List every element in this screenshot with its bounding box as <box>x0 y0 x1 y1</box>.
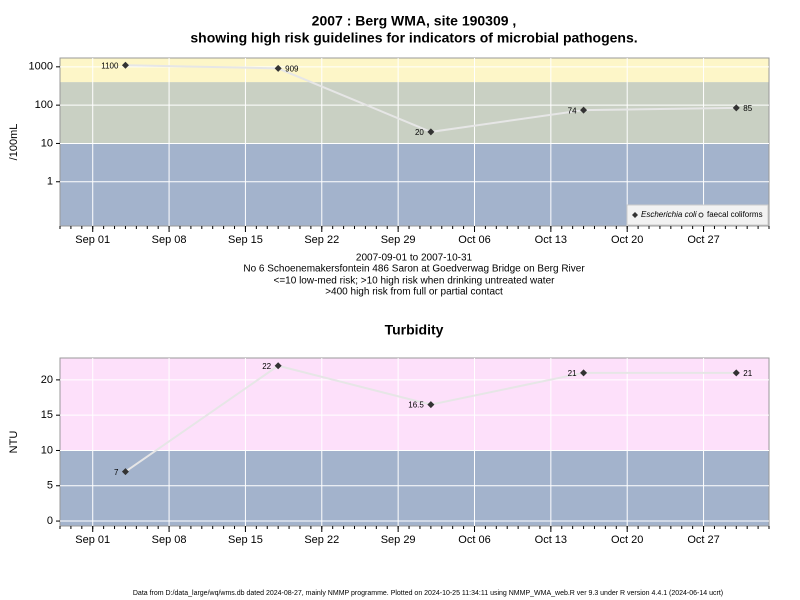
x-tick-label: Oct 27 <box>687 234 719 246</box>
x-tick-label: Oct 06 <box>458 534 490 546</box>
data-point <box>274 64 282 72</box>
x-tick-label: Oct 06 <box>458 234 490 246</box>
y-tick-label: 0 <box>47 515 53 527</box>
data-point <box>121 61 129 69</box>
y-tick-label: 100 <box>35 99 53 111</box>
x-tick-label: Sep 01 <box>75 234 110 246</box>
x-tick-label: Sep 08 <box>152 234 187 246</box>
x-tick-label: Sep 08 <box>152 534 187 546</box>
data-label: 21 <box>568 369 577 378</box>
legend-label: Escherichia coli <box>641 210 697 219</box>
data-label: 7 <box>114 468 119 477</box>
data-label: 20 <box>415 128 424 137</box>
y-axis-label: NTU <box>8 431 20 454</box>
data-label: 22 <box>262 362 271 371</box>
plot-frame <box>59 57 770 227</box>
x-tick-label: Sep 15 <box>228 234 263 246</box>
x-tick-label: Sep 29 <box>381 534 416 546</box>
y-tick-label: 10 <box>41 137 53 149</box>
y-tick-label: 10 <box>41 444 53 456</box>
chart-title: Turbidity <box>385 322 444 338</box>
subtitle: <=10 low-med risk; >10 high risk when dr… <box>274 276 556 287</box>
y-axis-label: /100mL <box>8 124 20 161</box>
legend-marker <box>632 212 638 218</box>
data-point <box>732 369 740 377</box>
footer: Data from D:/data_large/wq/wms.db dated … <box>133 590 723 597</box>
y-tick-label: 15 <box>41 409 53 421</box>
data-label: 85 <box>743 104 752 113</box>
risk-band <box>60 82 769 144</box>
x-tick-label: Sep 01 <box>75 534 110 546</box>
x-tick-label: Oct 20 <box>611 534 643 546</box>
data-point <box>427 401 435 409</box>
data-point <box>427 128 435 136</box>
data-label: 1100 <box>101 61 119 70</box>
data-point <box>732 104 740 112</box>
data-label: 21 <box>743 369 752 378</box>
risk-band <box>60 450 769 526</box>
x-tick-label: Sep 29 <box>381 234 416 246</box>
data-point <box>580 106 588 114</box>
data-point <box>121 468 129 476</box>
data-label: 909 <box>285 65 299 74</box>
x-tick-label: Oct 13 <box>535 234 567 246</box>
y-tick-label: 1000 <box>29 61 53 73</box>
data-point <box>274 362 282 370</box>
y-tick-label: 1 <box>47 176 53 188</box>
chart-title: 2007 : Berg WMA, site 190309 , <box>312 13 517 29</box>
subtitle: No 6 Schoenemakersfontein 486 Saron at G… <box>243 264 585 275</box>
plot-frame <box>59 357 770 527</box>
legend-box <box>626 204 769 226</box>
data-label: 74 <box>568 106 577 115</box>
x-tick-label: Oct 13 <box>535 534 567 546</box>
risk-band <box>60 58 769 83</box>
legend-marker <box>698 212 704 218</box>
x-tick-label: Sep 22 <box>304 534 339 546</box>
data-label: 16.5 <box>408 401 424 410</box>
y-tick-label: 5 <box>47 480 53 492</box>
chart-title: showing high risk guidelines for indicat… <box>190 30 637 46</box>
subtitle: >400 high risk from full or partial cont… <box>325 287 503 298</box>
data-point <box>580 369 588 377</box>
x-tick-label: Oct 20 <box>611 234 643 246</box>
subtitle: 2007-09-01 to 2007-10-31 <box>356 253 473 264</box>
y-tick-label: 20 <box>41 374 53 386</box>
x-tick-label: Sep 22 <box>304 234 339 246</box>
x-tick-label: Sep 15 <box>228 534 263 546</box>
x-tick-label: Oct 27 <box>687 534 719 546</box>
legend-label: faecal coliforms <box>707 210 763 219</box>
